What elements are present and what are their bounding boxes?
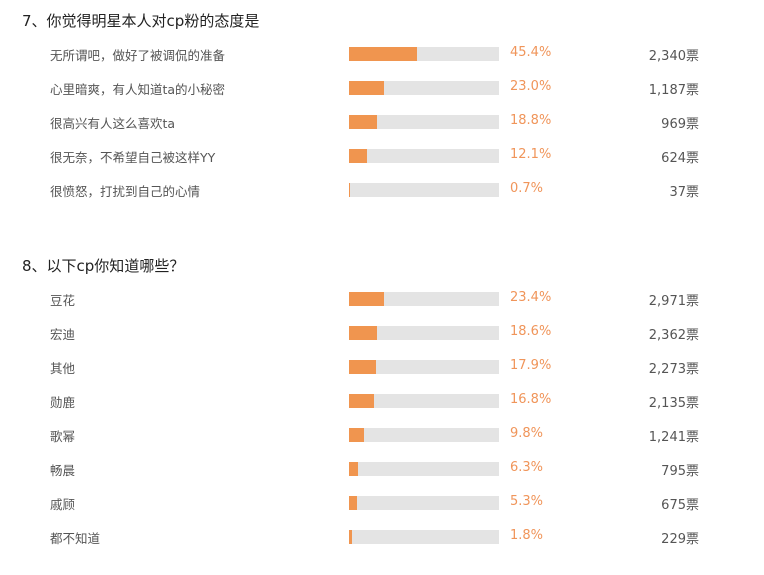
bar-fill [349, 428, 364, 442]
percent-label: 18.6% [510, 324, 552, 339]
percent-label: 17.9% [510, 358, 552, 373]
percent-label: 5.3% [510, 494, 544, 509]
vote-count: 2,340票 [648, 49, 699, 64]
percent-label: 23.4% [510, 290, 552, 305]
bar-track [349, 149, 499, 163]
vote-count: 1,241票 [648, 430, 699, 445]
vote-count: 675票 [661, 498, 699, 513]
vote-count: 969票 [661, 117, 699, 132]
vote-count: 2,362票 [648, 328, 699, 343]
option-label: 心里暗爽，有人知道ta的小秘密 [50, 82, 226, 97]
bar-fill [349, 394, 375, 408]
option-label: 豆花 [50, 293, 76, 308]
percent-label: 16.8% [510, 392, 552, 407]
bar-track [349, 360, 499, 374]
bar-fill [349, 530, 352, 544]
option-label: 无所谓吧，做好了被调侃的准备 [50, 48, 226, 63]
bar-track [349, 496, 499, 510]
option-label: 畅晨 [50, 463, 76, 478]
option-label: 勋鹿 [50, 395, 76, 410]
option-label: 其他 [50, 361, 76, 376]
bar-fill [349, 149, 368, 163]
bar-track [349, 326, 499, 340]
bar-track [349, 183, 499, 197]
percent-label: 1.8% [510, 528, 544, 543]
vote-count: 229票 [661, 532, 699, 547]
bar-track [349, 292, 499, 306]
bar-fill [349, 496, 357, 510]
option-label: 很高兴有人这么喜欢ta [50, 116, 176, 131]
vote-count: 1,187票 [648, 83, 699, 98]
option-label: 很愤怒，打扰到自己的心情 [50, 184, 201, 199]
bar-track [349, 530, 499, 544]
vote-count: 2,135票 [648, 396, 699, 411]
bar-track [349, 81, 499, 95]
bar-fill [349, 462, 359, 476]
vote-count: 795票 [661, 464, 699, 479]
percent-label: 6.3% [510, 460, 544, 475]
bar-track [349, 462, 499, 476]
bar-fill [349, 360, 376, 374]
bar-track [349, 115, 499, 129]
vote-count: 2,273票 [648, 362, 699, 377]
percent-label: 9.8% [510, 426, 544, 441]
vote-count: 2,971票 [648, 294, 699, 309]
percent-label: 18.8% [510, 113, 552, 128]
percent-label: 0.7% [510, 181, 544, 196]
option-label: 戚顾 [50, 497, 76, 512]
question-title: 7、你觉得明星本人对cp粉的态度是 [22, 12, 260, 30]
option-label: 很无奈，不希望自己被这样YY [50, 150, 216, 165]
percent-label: 23.0% [510, 79, 552, 94]
bar-fill [349, 326, 377, 340]
bar-fill [349, 81, 384, 95]
option-label: 歌幂 [50, 429, 76, 444]
bar-fill [349, 115, 378, 129]
bar-track [349, 428, 499, 442]
option-label: 宏迪 [50, 327, 76, 342]
bar-track [349, 394, 499, 408]
bar-fill [349, 47, 418, 61]
option-label: 都不知道 [50, 531, 101, 546]
vote-count: 37票 [669, 185, 699, 200]
bar-track [349, 47, 499, 61]
vote-count: 624票 [661, 151, 699, 166]
bar-fill [349, 183, 351, 197]
question-title: 8、以下cp你知道哪些？ [22, 257, 185, 275]
percent-label: 12.1% [510, 147, 552, 162]
bar-fill [349, 292, 385, 306]
percent-label: 45.4% [510, 45, 552, 60]
